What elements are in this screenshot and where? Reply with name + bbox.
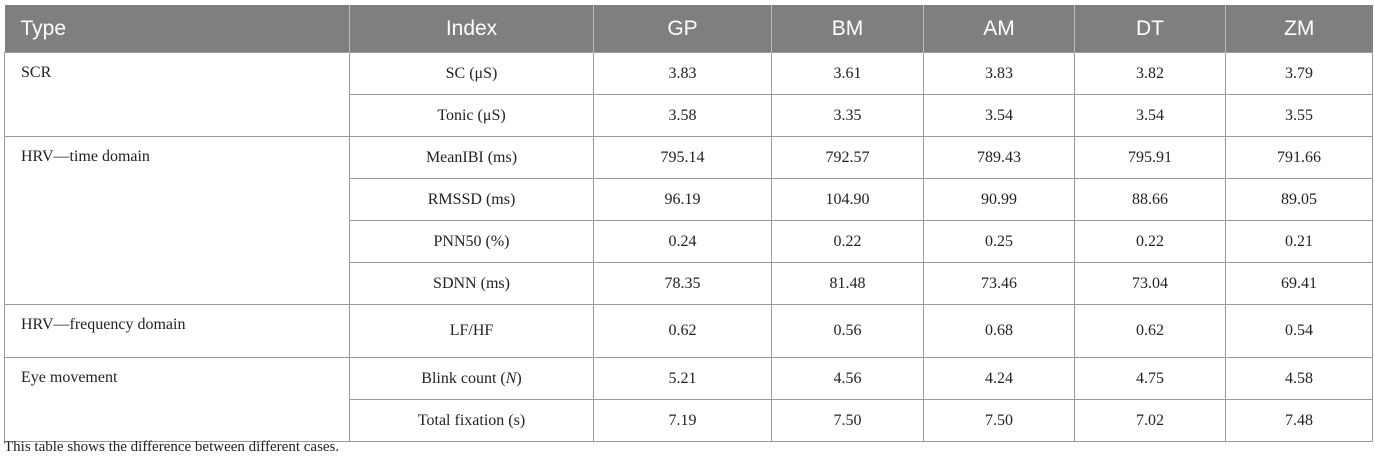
index-cell: SDNN (ms) bbox=[349, 262, 594, 305]
value-cell: 3.35 bbox=[771, 94, 924, 137]
table-row: PNN50 (%) 0.24 0.22 0.25 0.22 0.21 bbox=[5, 220, 1373, 263]
header-gp: GP bbox=[593, 5, 772, 53]
value-cell: 90.99 bbox=[923, 178, 1075, 221]
value-cell: 0.56 bbox=[771, 304, 924, 358]
index-cell: Total fixation (s) bbox=[349, 399, 594, 442]
table-row: SDNN (ms) 78.35 81.48 73.46 73.04 69.41 bbox=[5, 262, 1373, 305]
value-cell: 96.19 bbox=[593, 178, 772, 221]
value-cell: 789.43 bbox=[923, 136, 1075, 179]
header-row: Type Index GP BM AM DT ZM bbox=[4, 5, 1373, 53]
table-caption: This table shows the difference between … bbox=[4, 439, 340, 455]
value-cell: 3.54 bbox=[923, 94, 1075, 137]
value-cell: 7.19 bbox=[593, 399, 772, 442]
value-cell: 7.50 bbox=[923, 399, 1075, 442]
value-cell: 3.82 bbox=[1074, 52, 1226, 95]
type-cell: SCR bbox=[4, 52, 350, 137]
header-am: AM bbox=[923, 5, 1075, 53]
value-cell: 7.48 bbox=[1225, 399, 1373, 442]
index-cell: RMSSD (ms) bbox=[349, 178, 594, 221]
index-cell: Tonic (μS) bbox=[349, 94, 594, 137]
value-cell: 795.14 bbox=[593, 136, 772, 179]
value-cell: 0.22 bbox=[1074, 220, 1226, 263]
table-row: SCR SC (μS) 3.83 3.61 3.83 3.82 3.79 bbox=[4, 52, 1373, 137]
value-cell: 4.56 bbox=[771, 357, 924, 400]
value-cell: 0.68 bbox=[923, 304, 1075, 358]
header-type: Type bbox=[4, 5, 350, 53]
header-index: Index bbox=[349, 5, 594, 53]
index-cell: Blink count (N) bbox=[349, 357, 594, 400]
value-cell: 7.02 bbox=[1074, 399, 1226, 442]
value-cell: 73.46 bbox=[923, 262, 1075, 305]
type-cell: HRV—frequency domain bbox=[4, 304, 350, 358]
value-cell: 88.66 bbox=[1074, 178, 1226, 221]
value-cell: 73.04 bbox=[1074, 262, 1226, 305]
header-bm: BM bbox=[771, 5, 924, 53]
value-cell: 0.21 bbox=[1225, 220, 1373, 263]
value-cell: 795.91 bbox=[1074, 136, 1226, 179]
table-row: Tonic (μS) 3.58 3.35 3.54 3.54 3.55 bbox=[5, 94, 1373, 137]
header-zm: ZM bbox=[1225, 5, 1373, 53]
value-cell: 3.83 bbox=[923, 52, 1075, 95]
value-cell: 5.21 bbox=[593, 357, 772, 400]
value-cell: 4.24 bbox=[923, 357, 1075, 400]
value-cell: 0.62 bbox=[1074, 304, 1226, 358]
table-row: RMSSD (ms) 96.19 104.90 90.99 88.66 89.05 bbox=[5, 178, 1373, 221]
value-cell: 89.05 bbox=[1225, 178, 1373, 221]
data-table: Type Index GP BM AM DT ZM SCR SC (μS) 3.83… bbox=[4, 5, 1373, 442]
value-cell: 0.62 bbox=[593, 304, 772, 358]
value-cell: 0.25 bbox=[923, 220, 1075, 263]
type-cell: Eye movement bbox=[4, 357, 350, 442]
table-row: HRV—frequency domain LF/HF 0.62 0.56 0.68 0.6… bbox=[4, 304, 1373, 358]
value-cell: 3.54 bbox=[1074, 94, 1226, 137]
value-cell: 3.79 bbox=[1225, 52, 1373, 95]
value-cell: 4.58 bbox=[1225, 357, 1373, 400]
value-cell: 69.41 bbox=[1225, 262, 1373, 305]
index-cell: SC (μS) bbox=[349, 52, 594, 95]
index-cell: MeanIBI (ms) bbox=[349, 136, 594, 179]
value-cell: 792.57 bbox=[771, 136, 924, 179]
value-cell: 81.48 bbox=[771, 262, 924, 305]
value-cell: 4.75 bbox=[1074, 357, 1226, 400]
value-cell: 3.58 bbox=[593, 94, 772, 137]
value-cell: 3.61 bbox=[771, 52, 924, 95]
value-cell: 0.54 bbox=[1225, 304, 1373, 358]
table-row: HRV—time domain MeanIBI (ms) 795.14 792.57 7… bbox=[4, 136, 1373, 305]
index-cell: PNN50 (%) bbox=[349, 220, 594, 263]
value-cell: 78.35 bbox=[593, 262, 772, 305]
value-cell: 104.90 bbox=[771, 178, 924, 221]
value-cell: 791.66 bbox=[1225, 136, 1373, 179]
type-cell: HRV—time domain bbox=[4, 136, 350, 305]
value-cell: 3.55 bbox=[1225, 94, 1373, 137]
table-row: Eye movement Blink count (N) 5.21 4.56 4.24 4… bbox=[4, 357, 1373, 442]
value-cell: 0.24 bbox=[593, 220, 772, 263]
value-cell: 0.22 bbox=[771, 220, 924, 263]
table-row: Total fixation (s) 7.19 7.50 7.50 7.02 7.48 bbox=[5, 399, 1373, 442]
header-dt: DT bbox=[1074, 5, 1226, 53]
index-cell: LF/HF bbox=[349, 304, 594, 358]
value-cell: 7.50 bbox=[771, 399, 924, 442]
value-cell: 3.83 bbox=[593, 52, 772, 95]
data-table-container: Type Index GP BM AM DT ZM SCR SC (μS) 3.83… bbox=[4, 5, 1373, 442]
